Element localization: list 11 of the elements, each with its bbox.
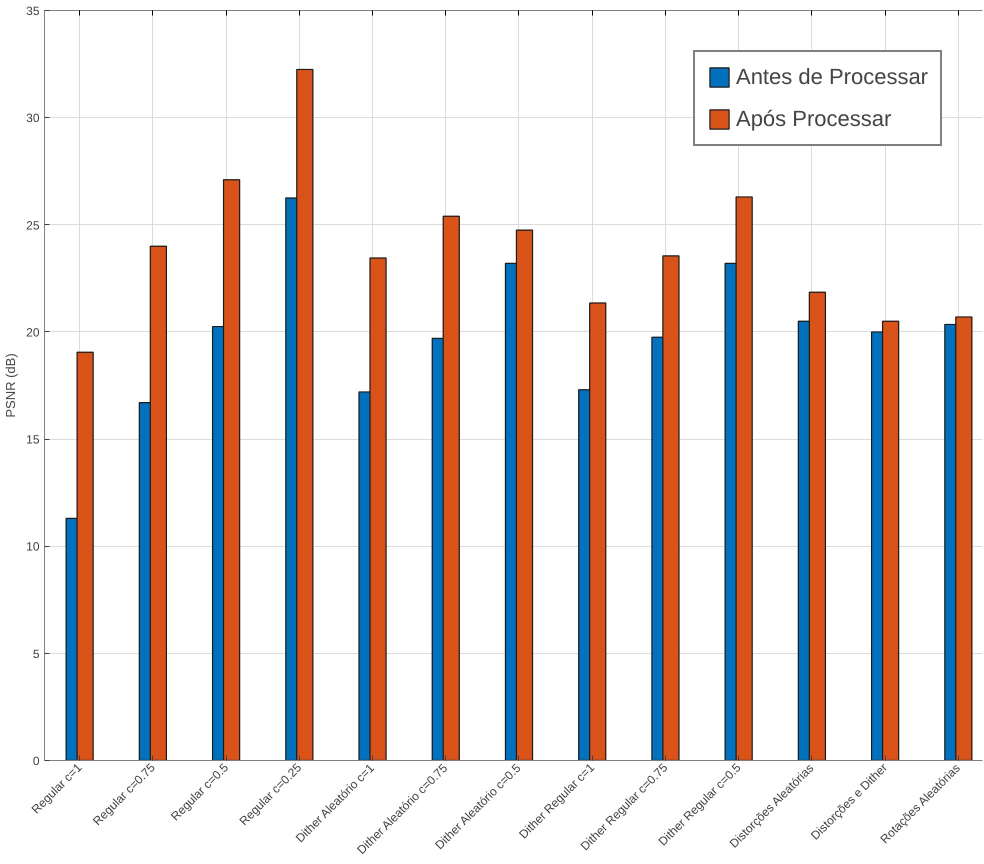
legend-label: Após Processar [736, 106, 892, 132]
y-axis-title: PSNR (dB) [3, 353, 18, 418]
y-tick-label: 5 [32, 646, 40, 661]
y-tick-label: 0 [32, 754, 40, 768]
y-tick-label: 35 [26, 4, 40, 18]
y-tick-label: 15 [26, 432, 40, 447]
y-tick-label: 10 [26, 540, 40, 554]
y-tick-label: 25 [26, 218, 40, 232]
y-tick-label: 20 [26, 325, 40, 340]
y-tick-label: 30 [26, 111, 40, 126]
legend-label: Antes de Processar [736, 64, 928, 90]
